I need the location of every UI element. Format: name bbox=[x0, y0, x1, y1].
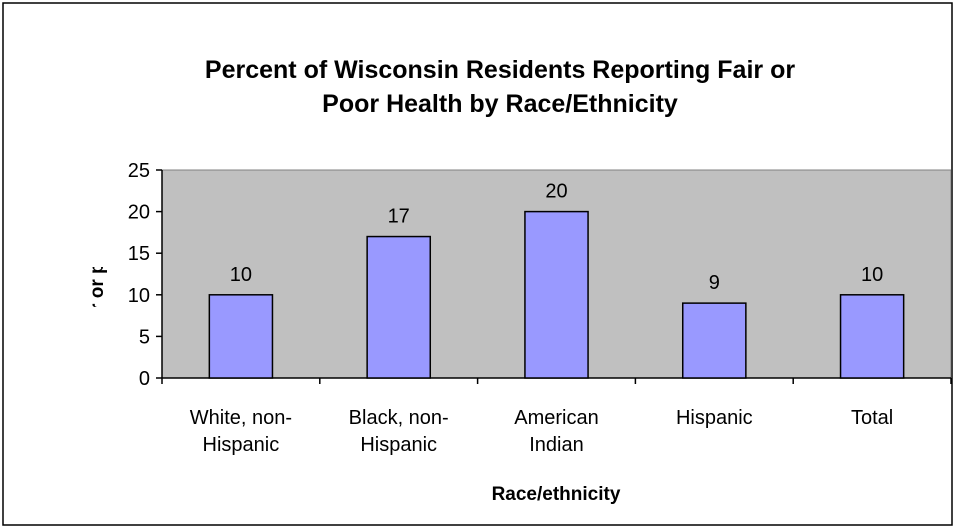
x-tick-label: White, non-Hispanic bbox=[190, 407, 292, 456]
y-tick-label: 10 bbox=[128, 285, 150, 307]
x-tick-label: Hispanic bbox=[676, 407, 753, 429]
value-label: 9 bbox=[709, 272, 720, 294]
y-tick-label: 15 bbox=[128, 243, 150, 265]
x-axis-title: Race/ethnicity bbox=[492, 484, 621, 505]
y-tick-label: 25 bbox=[128, 160, 150, 182]
x-tick-label: American Indian bbox=[514, 407, 598, 456]
y-axis-title: % in fair or poor health bbox=[87, 171, 108, 378]
value-label: 20 bbox=[545, 181, 567, 203]
value-label: 10 bbox=[230, 264, 252, 286]
bar bbox=[524, 210, 589, 379]
bar bbox=[839, 294, 905, 379]
bar bbox=[681, 302, 747, 379]
y-tick-label: 0 bbox=[139, 368, 150, 390]
y-tick-label: 20 bbox=[128, 202, 150, 224]
chart-title: Percent of Wisconsin Residents Reporting… bbox=[205, 56, 795, 118]
x-tick-label: Black, non-Hispanic bbox=[349, 407, 449, 456]
value-label: 17 bbox=[388, 206, 410, 228]
y-tick-label: 5 bbox=[139, 326, 150, 348]
bar bbox=[208, 294, 274, 379]
bar bbox=[366, 235, 432, 379]
x-tick-label: Total bbox=[851, 407, 893, 429]
value-label: 10 bbox=[861, 264, 883, 286]
